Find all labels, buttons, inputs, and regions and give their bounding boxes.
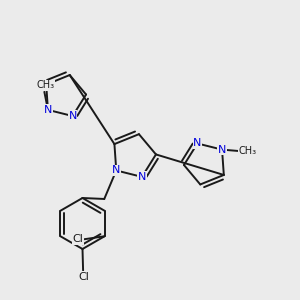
Text: N: N <box>193 139 202 148</box>
Text: CH₃: CH₃ <box>37 80 55 90</box>
Text: Cl: Cl <box>73 234 84 244</box>
Text: CH₃: CH₃ <box>238 146 256 156</box>
Text: N: N <box>68 111 77 121</box>
Text: N: N <box>218 145 226 154</box>
Text: N: N <box>138 172 146 182</box>
Text: N: N <box>44 105 52 115</box>
Text: Cl: Cl <box>78 272 89 282</box>
Text: N: N <box>112 166 121 176</box>
